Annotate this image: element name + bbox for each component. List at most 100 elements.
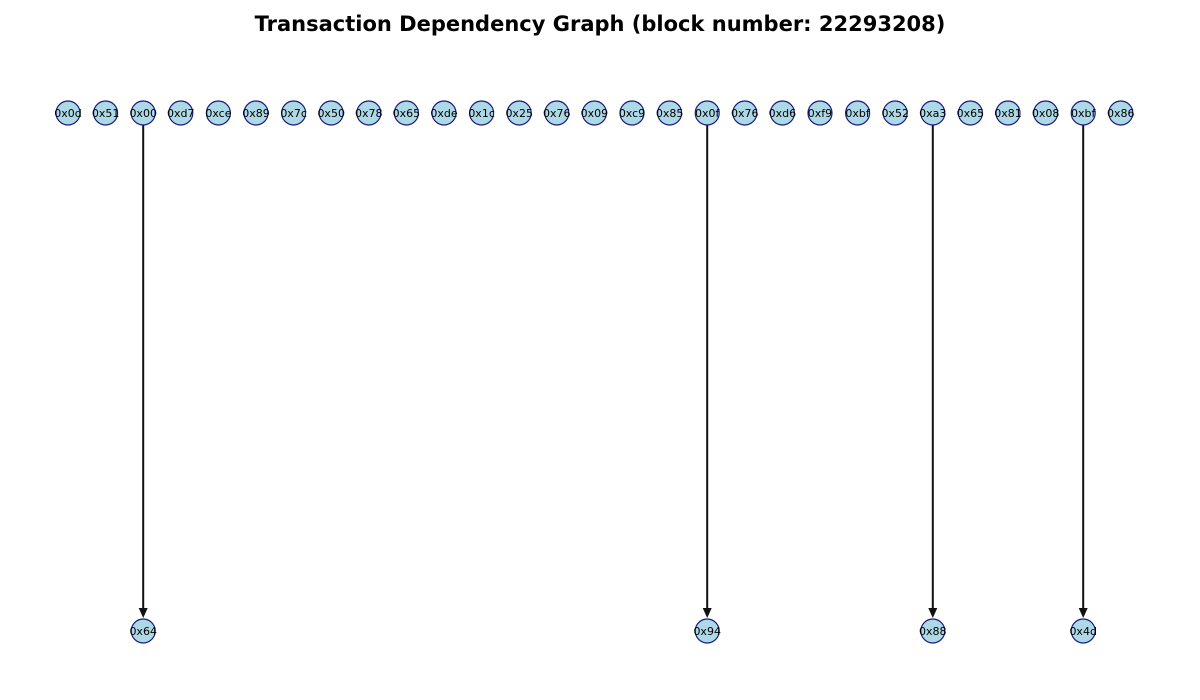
node-circle [656,100,683,126]
node-circle [318,100,344,126]
node-layer: 0x0d 0x51 0x00 0xd7 0xce 0x89 0x7c 0x50 0x78 0x65… [54,100,1135,644]
tx-node-top-24: 0x65 [957,100,985,126]
tx-node-top-27: 0xbf [1070,100,1097,126]
node-circle [995,100,1021,126]
node-circle [1108,100,1134,126]
node-label: 0x09 [581,107,609,120]
node-label: 0x94 [693,625,721,638]
node-label: 0x81 [994,107,1022,120]
tx-node-top-6: 0x7c [280,100,307,126]
node-label: 0x76 [731,107,759,120]
node-circle [55,100,81,126]
tx-node-top-13: 0x76 [543,100,571,126]
node-circle [694,100,720,126]
node-label: 0x08 [1032,107,1060,120]
node-label: 0x88 [919,625,947,638]
node-label: 0x51 [92,107,120,120]
node-circle [544,100,570,126]
node-circle [1032,100,1059,126]
node-circle [205,100,231,126]
edge-arrowhead [702,608,712,618]
tx-node-top-0: 0x0d [54,100,82,126]
tx-node-bottom-3: 0x4d [1069,618,1097,644]
node-label: 0x4d [1069,625,1097,638]
node-label: 0x7c [280,107,307,120]
tx-node-top-4: 0xce [205,100,232,126]
node-circle [844,100,871,126]
node-circle [243,100,269,126]
tx-node-top-10: 0xde [430,100,458,126]
tx-node-top-28: 0x86 [1107,100,1135,126]
node-circle [393,100,419,126]
node-circle [130,618,156,644]
node-label: 0x50 [317,107,345,120]
edge-arrowhead [928,608,938,618]
node-circle [732,100,758,126]
node-label: 0xa3 [919,107,946,120]
edge-layer [138,125,1088,618]
node-label: 0x64 [129,625,157,638]
node-label: 0x86 [1107,107,1135,120]
tx-node-bottom-2: 0x88 [919,618,947,644]
tx-node-top-9: 0x65 [393,100,421,126]
node-label: 0x65 [957,107,985,120]
node-circle [619,100,645,126]
node-circle [1070,100,1096,126]
node-circle [1070,618,1096,644]
node-label: 0x76 [543,107,571,120]
node-label: 0x65 [393,107,421,120]
tx-node-top-17: 0x0f [694,100,721,126]
edge-0 [138,125,148,618]
edge-2 [928,125,938,618]
graph-title: Transaction Dependency Graph (block numb… [255,12,946,36]
tx-node-top-21: 0xbf [844,100,871,126]
tx-node-top-26: 0x08 [1032,100,1060,126]
node-circle [920,618,946,644]
tx-node-top-8: 0x78 [355,100,383,126]
node-circle [694,618,720,644]
node-circle [920,100,946,126]
node-circle [581,100,608,126]
tx-node-top-3: 0xd7 [167,100,195,126]
tx-node-top-2: 0x00 [129,100,157,126]
tx-node-top-14: 0x09 [581,100,609,126]
node-label: 0x85 [656,107,684,120]
tx-node-top-7: 0x50 [317,100,345,126]
node-label: 0xce [205,107,231,120]
node-circle [281,100,307,126]
tx-node-top-16: 0x85 [656,100,684,126]
node-label: 0x52 [881,107,909,120]
node-label: 0x1c [468,107,495,120]
node-circle [92,100,119,126]
tx-node-top-15: 0xc9 [619,100,645,126]
node-circle [807,100,833,126]
tx-node-top-25: 0x81 [994,100,1022,126]
node-circle [769,100,796,126]
node-circle [469,100,495,126]
node-label: 0x25 [505,107,533,120]
node-circle [168,100,194,126]
tx-node-top-18: 0x76 [731,100,759,126]
node-label: 0x0d [54,107,82,120]
tx-node-top-5: 0x89 [242,100,270,126]
tx-node-bottom-0: 0x64 [129,618,157,644]
node-circle [356,100,382,126]
edge-arrowhead [1078,608,1088,618]
node-label: 0xd6 [769,107,797,120]
tx-node-top-11: 0x1c [468,100,495,126]
node-circle [431,100,457,126]
node-circle [506,100,532,126]
node-label: 0x0f [695,107,721,120]
node-circle [130,100,156,126]
node-label: 0xbf [845,107,870,120]
node-label: 0xf9 [808,107,832,120]
node-circle [957,100,984,126]
node-circle [882,100,908,126]
tx-node-top-19: 0xd6 [769,100,797,126]
node-label: 0xbf [1071,107,1096,120]
node-label: 0xc9 [619,107,645,120]
edge-3 [1078,125,1088,618]
tx-node-top-1: 0x51 [92,100,120,126]
tx-node-top-20: 0xf9 [807,100,833,126]
